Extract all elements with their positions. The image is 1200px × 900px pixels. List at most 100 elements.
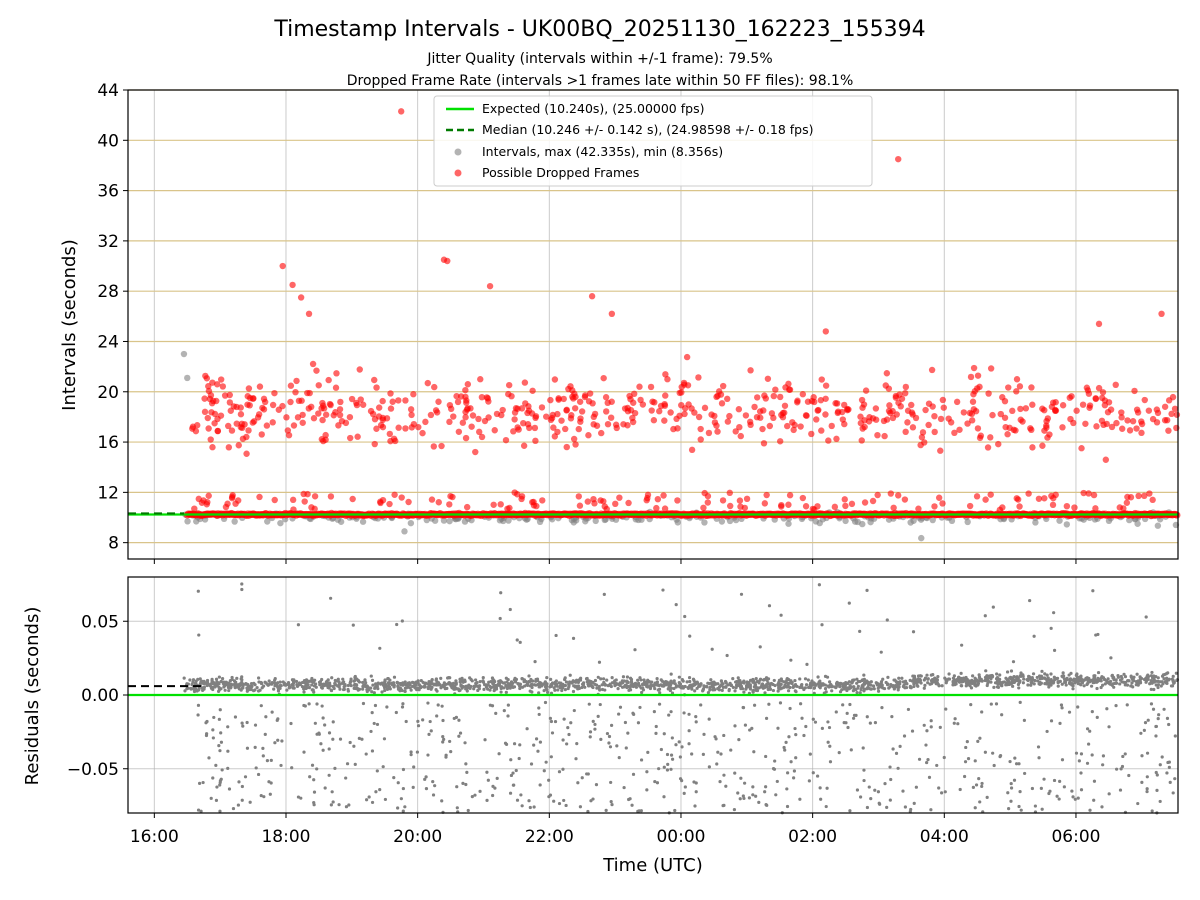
- residual-point: [518, 684, 522, 688]
- dropped-frame-point: [897, 403, 904, 410]
- residual-point: [971, 680, 975, 684]
- dropped-frame-point: [971, 388, 979, 395]
- residual-point: [218, 780, 222, 785]
- residual-point: [1152, 677, 1156, 681]
- dropped-frame-point: [624, 422, 631, 429]
- residual-point: [338, 737, 343, 741]
- residual-point: [369, 686, 373, 690]
- residual-point: [320, 704, 324, 708]
- residual-point: [739, 592, 744, 596]
- residual-point: [888, 798, 892, 802]
- residual-point: [300, 680, 305, 685]
- dropped-frame-point: [581, 393, 589, 401]
- dropped-frame-point: [325, 376, 332, 384]
- dropped-frame-point: [1113, 419, 1120, 427]
- residual-point: [813, 682, 817, 686]
- residual-point: [624, 746, 628, 750]
- residual-point: [657, 702, 662, 706]
- dropped-frame-point: [741, 504, 749, 512]
- dropped-frame-point: [1099, 389, 1107, 396]
- residual-point: [614, 682, 619, 686]
- residual-point: [657, 687, 662, 691]
- residual-point: [1152, 674, 1156, 678]
- residual-point: [1143, 721, 1148, 725]
- residual-point: [605, 678, 609, 682]
- residual-point: [1107, 725, 1111, 729]
- dropped-frame-point: [960, 409, 968, 416]
- residual-point: [619, 681, 624, 685]
- dropped-frame-point: [1101, 401, 1109, 409]
- residual-point: [938, 725, 942, 729]
- residual-point: [1164, 681, 1168, 685]
- residual-point: [1154, 770, 1158, 775]
- dropped-frame-point: [625, 499, 632, 507]
- residual-point: [808, 752, 812, 756]
- dropped-frame-point: [261, 398, 269, 406]
- dropped-frame-point: [784, 422, 791, 430]
- residual-point: [1073, 797, 1077, 801]
- residual-point: [1074, 679, 1079, 684]
- dropped-frame-point: [1095, 320, 1103, 328]
- dropped-frame-point: [526, 424, 533, 432]
- residual-point: [380, 690, 384, 694]
- residual-point: [1071, 678, 1075, 682]
- residual-point: [1055, 794, 1059, 798]
- interval-point: [440, 517, 448, 524]
- residual-point: [602, 592, 606, 596]
- residual-point: [1056, 684, 1060, 688]
- residual-point: [754, 794, 758, 798]
- residual-point: [655, 677, 659, 681]
- dropped-frame-point: [478, 393, 486, 401]
- x-tick-label: 20:00: [393, 827, 442, 847]
- dropped-frame-point: [283, 414, 290, 421]
- residual-point: [856, 684, 860, 688]
- residual-point: [426, 753, 430, 757]
- dropped-frame-point: [585, 432, 592, 439]
- dropped-frame-point: [842, 502, 849, 510]
- dropped-frame-point: [612, 500, 619, 508]
- residual-point: [565, 742, 569, 746]
- residual-point: [1018, 790, 1022, 794]
- dropped-frame-point: [600, 498, 607, 505]
- residual-point: [392, 681, 396, 685]
- x-tick-label: 00:00: [656, 827, 705, 847]
- residual-point: [1021, 681, 1025, 685]
- residual-point: [869, 687, 874, 691]
- residual-point: [276, 685, 280, 689]
- residual-point: [472, 687, 476, 691]
- residual-point: [1160, 680, 1164, 684]
- residual-point: [515, 798, 520, 802]
- residual-point: [911, 630, 916, 634]
- residual-point: [804, 683, 809, 687]
- residual-point: [1076, 796, 1080, 800]
- dropped-frame-point: [918, 434, 926, 441]
- residual-point: [327, 747, 331, 751]
- dropped-frame-point: [987, 365, 995, 372]
- dropped-frame-point: [243, 450, 250, 457]
- residual-point: [1171, 674, 1175, 678]
- residual-point: [977, 676, 982, 680]
- residual-point: [885, 683, 890, 687]
- dropped-frame-point: [357, 396, 364, 403]
- residual-point: [617, 683, 621, 687]
- residual-point: [1013, 756, 1017, 760]
- residual-point: [346, 683, 350, 688]
- residual-point: [439, 685, 444, 689]
- residual-point: [718, 780, 722, 784]
- dropped-frame-point: [1002, 423, 1009, 431]
- dropped-frame-point: [895, 492, 902, 499]
- residual-point: [586, 772, 590, 776]
- residual-point: [1036, 745, 1041, 749]
- residual-point: [509, 758, 513, 762]
- x-tick-label: 16:00: [130, 827, 179, 847]
- dropped-frame-point: [481, 417, 489, 425]
- residual-point: [1019, 808, 1023, 812]
- dropped-frame-point: [1005, 384, 1012, 391]
- residual-point: [772, 767, 777, 771]
- residual-point: [518, 640, 522, 644]
- residual-point: [1052, 778, 1057, 783]
- dropped-frame-point: [858, 437, 865, 444]
- residual-point: [210, 681, 214, 685]
- dropped-frame-point: [576, 398, 584, 405]
- dropped-frame-point: [1052, 399, 1059, 406]
